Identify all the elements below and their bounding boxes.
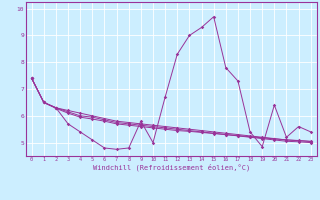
- X-axis label: Windchill (Refroidissement éolien,°C): Windchill (Refroidissement éolien,°C): [92, 164, 250, 171]
